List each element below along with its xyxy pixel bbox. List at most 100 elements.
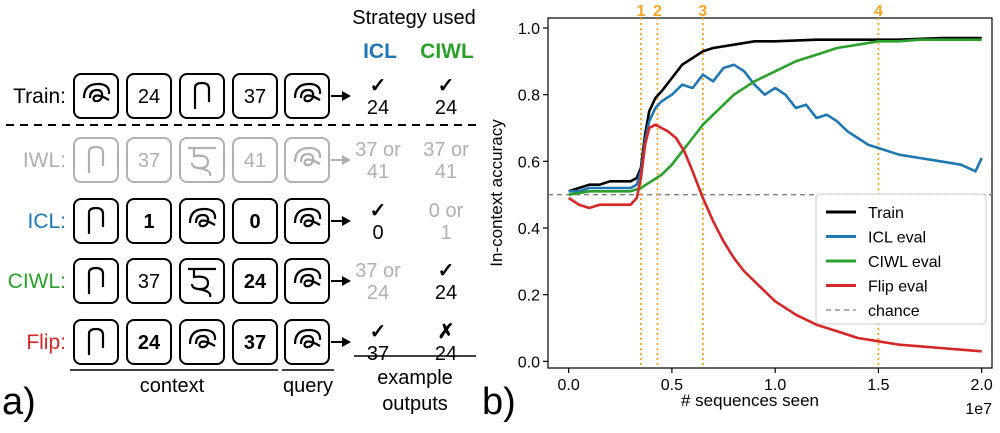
hook-glyph-icon [87,145,105,173]
context-card [232,137,278,183]
series-line-ciwl-eval [568,38,982,196]
row-label: Train: [13,85,66,108]
ciwl-column-header: CIWL [420,40,474,63]
row-label: CIWL: [8,270,66,293]
swirl-glyph-icon [82,82,111,103]
card-label: 24 [244,271,267,293]
check-mark-icon: ✓ [370,321,387,343]
card-label: 24 [138,86,160,108]
panel-a-label: a) [2,381,36,423]
context-card [126,258,172,304]
output-line-2: 1 [440,222,451,244]
legend-label: ICL eval [868,230,926,247]
y-tick-label: 0.2 [518,288,540,305]
swirl-glyph-icon [293,207,322,228]
plot-frame [547,17,993,369]
x-tick-label: 0.0 [558,377,580,394]
card-label: 24 [138,332,161,354]
context-card [179,258,225,304]
legend-label: chance [868,303,920,320]
output-line-2: 41 [435,161,457,183]
series-line-flip-eval [567,123,982,353]
swirl-glyph-icon [293,146,322,167]
card-label: 37 [138,271,160,293]
arrow-head-icon [342,91,351,101]
milestone-label: 3 [698,3,707,20]
legend-label: CIWL eval [868,254,941,271]
milestone-label: 4 [874,3,883,20]
arrow-head-icon [342,155,351,165]
outputs-label-line-1: example [377,367,453,389]
legend-label: Train [868,205,904,222]
hook-glyph-icon [87,327,105,355]
check-mark-icon: ✓ [438,260,455,282]
swirl-glyph-icon [293,328,322,349]
check-mark-icon: ✗ [438,321,455,343]
milestone-label: 1 [636,3,645,20]
arrow-head-icon [342,337,351,347]
output-line-2: 41 [367,161,389,183]
card-label: 37 [138,150,160,172]
output-value: 24 [435,282,457,304]
legend-box [815,193,987,325]
swirl-glyph-icon [293,82,322,103]
card-label: 0 [249,211,260,233]
card-label: 37 [244,332,266,354]
context-card [179,137,225,183]
check-mark-icon: ✓ [370,200,387,222]
output-line-2: 24 [367,282,389,304]
panel-b: 0.0 0.2 0.4 0.6 0.8 1.0 0.0 0.5 1.0 1.5 2.0 1e7 # se… [480,0,1000,428]
output-value: 24 [367,97,389,119]
row-label: Flip: [26,331,66,354]
card-label: 37 [244,86,266,108]
context-card [126,137,172,183]
arrow-head-icon [342,216,351,226]
hook-glyph-icon [87,266,105,294]
context-card [73,137,119,183]
arrow-head-icon [342,276,351,286]
output-line-1: 37 or [355,139,401,161]
example-row: Train: 24 37 ✓24✓24 [13,73,457,119]
x-multiplier: 1e7 [965,401,992,418]
y-axis-label: In-context accuracy [487,119,506,267]
series-line-icl-eval [568,63,983,193]
y-tick-label: 0.6 [518,154,540,171]
hook-glyph-icon [87,206,105,234]
context-card [232,319,278,365]
x-axis-label: # sequences seen [681,391,819,410]
card-label: 41 [244,150,266,172]
x-tick-label: 1.5 [867,377,889,394]
x-tick-label: 2.0 [971,377,993,394]
y-tick-label: 0.4 [518,221,540,238]
output-line-1: 37 or [355,260,401,282]
output-line-1: 37 or [423,139,469,161]
example-row: Flip: 24 37 ✓37✗24 [26,319,457,365]
context-card [73,258,119,304]
milestone-label: 2 [653,3,662,20]
y-tick-label: 0.8 [518,88,540,105]
context-card [73,198,119,244]
example-row: ICL: 1 0 ✓00 or1 [27,198,464,244]
panel-a: Strategy used ICL CIWL Train: 24 37 ✓ 24 ✓ 24 IWL:… [0,0,480,428]
swirl-glyph-icon [188,207,217,228]
output-value: 0 [372,222,383,244]
output-line-1: 0 or [429,200,464,222]
outputs-label-line-2: outputs [382,393,448,415]
check-mark-icon: ✓ [438,75,455,97]
check-mark-icon: ✓ [370,75,387,97]
output-value: 24 [435,97,457,119]
accuracy-chart: 0.0 0.2 0.4 0.6 0.8 1.0 0.0 0.5 1.0 1.5 2.0 1e7 # se… [482,3,993,423]
hook-glyph-icon [193,81,211,109]
context-card [232,258,278,304]
swirl-glyph-icon [293,267,322,288]
strategy-header: Strategy used [352,7,475,29]
context-card [73,319,119,365]
hindi-glyph-icon [188,267,216,298]
x-tick-label: 0.5 [661,377,683,394]
context-card [232,198,278,244]
y-tick-label: 1.0 [518,21,540,38]
hindi-glyph-icon [188,146,216,177]
icl-column-header: ICL [363,40,397,63]
